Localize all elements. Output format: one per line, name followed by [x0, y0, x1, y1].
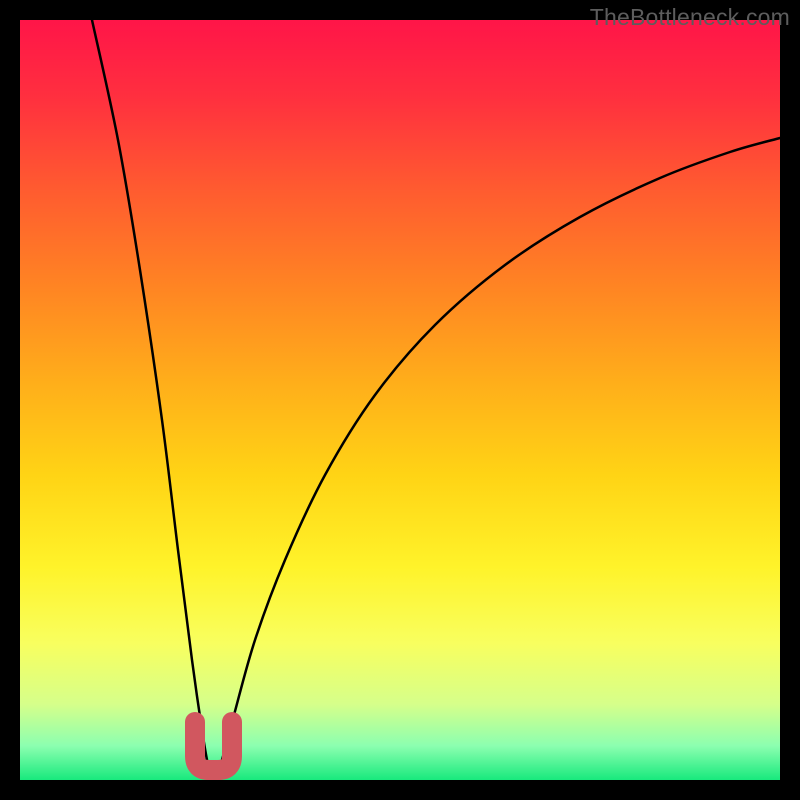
watermark-text: TheBottleneck.com: [590, 4, 790, 31]
chart-frame: TheBottleneck.com: [0, 0, 800, 800]
bottleneck-chart: [0, 0, 800, 800]
chart-background: [20, 20, 780, 780]
